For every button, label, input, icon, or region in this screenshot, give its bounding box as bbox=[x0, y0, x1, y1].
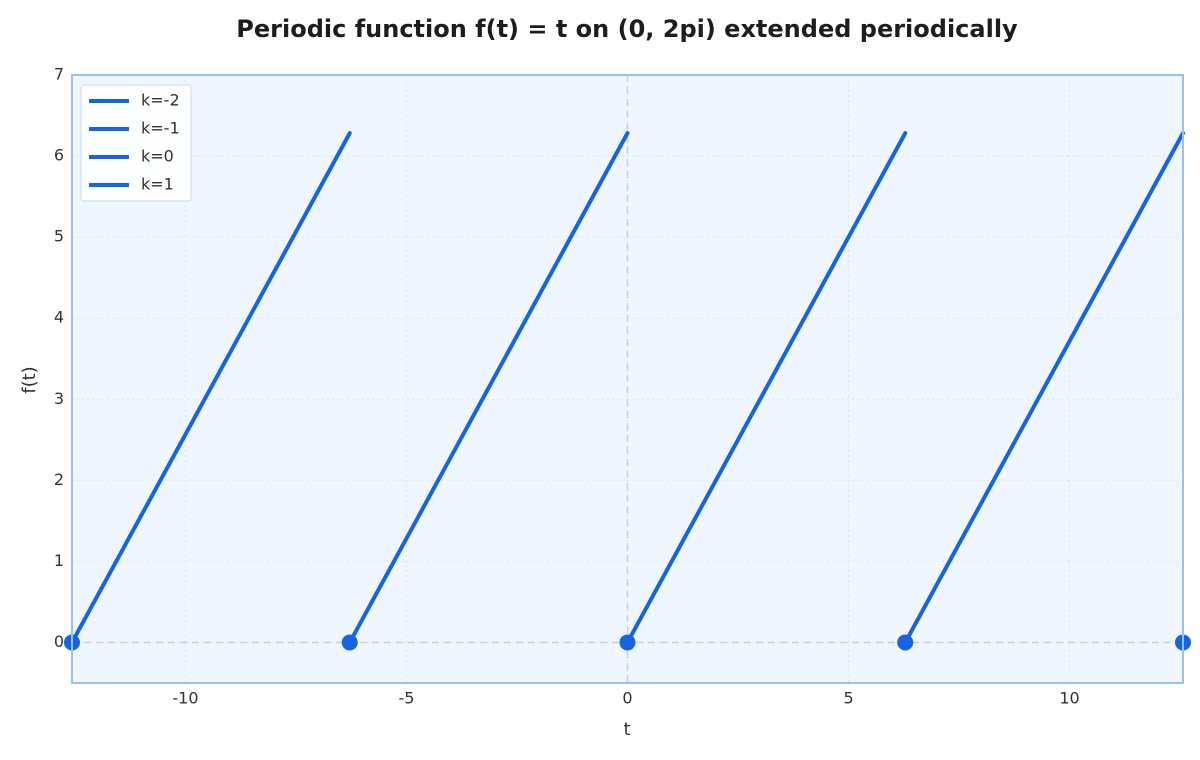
series-line bbox=[903, 131, 1185, 645]
x-tick-label: 10 bbox=[1059, 689, 1079, 708]
series-line bbox=[70, 131, 352, 645]
y-tick-label: 2 bbox=[54, 470, 64, 489]
y-tick-label: 4 bbox=[54, 308, 64, 327]
y-tick-label: 6 bbox=[54, 146, 64, 165]
y-tick-label: 7 bbox=[54, 65, 64, 84]
series-line bbox=[347, 131, 630, 645]
x-tick-label: 0 bbox=[622, 689, 632, 708]
plot-border bbox=[71, 74, 1184, 684]
y-axis-label: f(t) bbox=[19, 366, 40, 393]
legend-label: k=-2 bbox=[141, 91, 180, 110]
y-tick-label: 5 bbox=[54, 227, 64, 246]
x-tick-label: -10 bbox=[172, 689, 198, 708]
legend-label: k=0 bbox=[141, 147, 174, 166]
x-tick-label: 5 bbox=[843, 689, 853, 708]
legend-label: k=-1 bbox=[141, 119, 180, 138]
legend-label: k=1 bbox=[141, 175, 174, 194]
y-tick-label: 1 bbox=[54, 551, 64, 570]
legend-box bbox=[80, 84, 192, 202]
point-marker bbox=[341, 634, 358, 651]
x-axis-label: t bbox=[623, 719, 630, 740]
x-tick-label: -5 bbox=[398, 689, 414, 708]
point-marker bbox=[619, 634, 636, 651]
y-tick-label: 3 bbox=[54, 389, 64, 408]
y-tick-label: 0 bbox=[54, 632, 64, 651]
series-line bbox=[625, 131, 908, 645]
chart-title: Periodic function f(t) = t on (0, 2pi) e… bbox=[236, 15, 1018, 43]
point-marker bbox=[897, 634, 914, 651]
